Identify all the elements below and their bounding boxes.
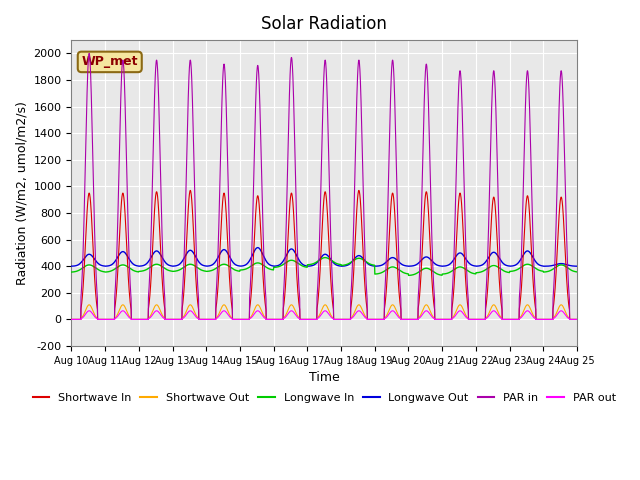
Y-axis label: Radiation (W/m2, umol/m2/s): Radiation (W/m2, umol/m2/s) (15, 101, 28, 285)
X-axis label: Time: Time (308, 372, 340, 384)
Title: Solar Radiation: Solar Radiation (261, 15, 387, 33)
Text: WP_met: WP_met (81, 55, 138, 69)
Legend: Shortwave In, Shortwave Out, Longwave In, Longwave Out, PAR in, PAR out: Shortwave In, Shortwave Out, Longwave In… (28, 389, 620, 408)
